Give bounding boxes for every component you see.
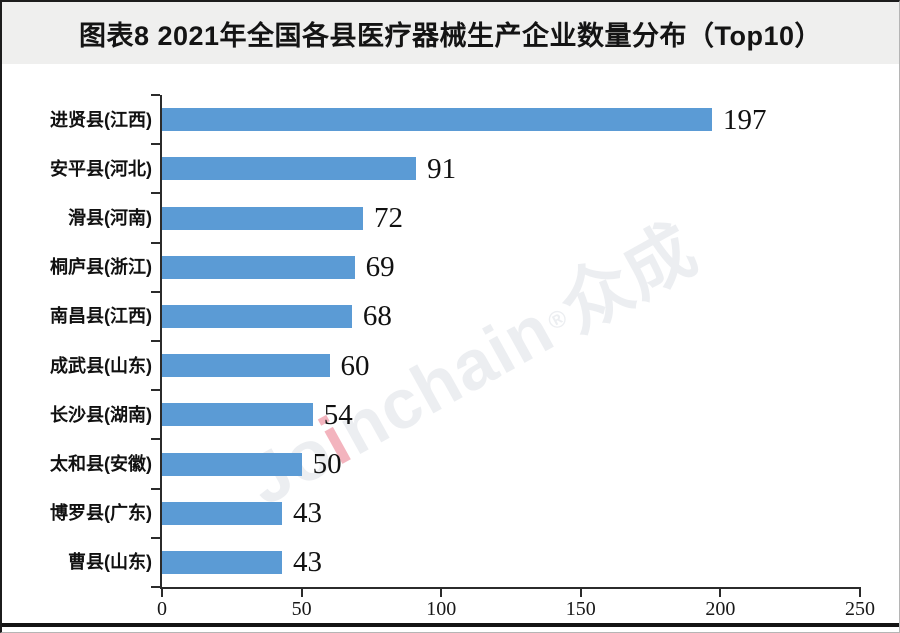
value-label: 43 bbox=[293, 497, 323, 530]
y-axis-tick bbox=[151, 143, 160, 146]
bar bbox=[162, 108, 713, 132]
category-label: 进贤县(江西) bbox=[50, 109, 152, 130]
bar bbox=[162, 157, 417, 181]
x-axis-line bbox=[160, 587, 861, 589]
bar bbox=[162, 255, 355, 279]
category-label: 太和县(安徽) bbox=[50, 454, 152, 474]
value-label: 54 bbox=[323, 398, 353, 431]
y-axis-line bbox=[160, 95, 162, 589]
category-label: 南昌县(江西) bbox=[50, 306, 152, 327]
x-axis-tick-label: 200 bbox=[705, 598, 736, 620]
category-label: 长沙县(湖南) bbox=[50, 404, 152, 425]
bar bbox=[162, 403, 313, 427]
value-label: 69 bbox=[365, 251, 395, 284]
title-band: 图表8 2021年全国各县医疗器械生产企业数量分布（Top10） bbox=[2, 2, 899, 64]
bar bbox=[162, 354, 330, 378]
x-axis-tick-label: 50 bbox=[291, 598, 312, 620]
x-axis-tick-label: 150 bbox=[565, 598, 596, 620]
category-label: 滑县(河南) bbox=[68, 208, 152, 228]
bar bbox=[162, 452, 302, 476]
y-axis-tick bbox=[151, 192, 160, 195]
x-axis-tick bbox=[300, 589, 303, 597]
bar bbox=[162, 304, 352, 328]
value-label: 68 bbox=[362, 300, 392, 333]
y-axis-tick bbox=[151, 438, 160, 441]
category-label: 成武县(山东) bbox=[50, 355, 152, 376]
bar bbox=[162, 501, 283, 525]
value-label: 197 bbox=[723, 103, 767, 136]
value-label: 60 bbox=[340, 349, 370, 382]
y-axis-tick bbox=[151, 94, 160, 96]
y-axis-tick bbox=[151, 536, 160, 539]
y-axis-tick bbox=[151, 487, 160, 490]
category-label: 安平县(河北) bbox=[50, 158, 152, 179]
y-axis-tick bbox=[151, 389, 160, 392]
bottom-divider bbox=[2, 623, 899, 627]
bar bbox=[162, 206, 364, 230]
category-label: 博罗县(广东) bbox=[50, 503, 152, 524]
value-label: 91 bbox=[427, 152, 457, 185]
bar bbox=[162, 550, 283, 574]
value-label: 50 bbox=[312, 448, 342, 480]
x-axis-tick-label: 250 bbox=[845, 598, 875, 620]
x-axis-tick bbox=[579, 589, 582, 597]
y-axis-tick bbox=[151, 586, 160, 588]
x-axis-tick-label: 100 bbox=[426, 598, 457, 620]
y-axis-tick bbox=[151, 290, 160, 293]
value-label: 72 bbox=[374, 202, 404, 234]
bar-chart: Joinchain®众成 050100150200250进贤县(江西)197安平… bbox=[2, 64, 899, 624]
y-axis-tick bbox=[151, 241, 160, 244]
x-axis-tick bbox=[440, 589, 443, 597]
category-label: 曹县(山东) bbox=[68, 552, 152, 573]
x-axis-tick-label: 0 bbox=[157, 598, 167, 620]
watermark-cjk: 众成 bbox=[546, 209, 709, 347]
category-label: 桐庐县(浙江) bbox=[50, 257, 152, 278]
x-axis-tick bbox=[859, 589, 861, 597]
x-axis-tick bbox=[161, 589, 163, 597]
x-axis-tick bbox=[719, 589, 722, 597]
value-label: 43 bbox=[293, 546, 323, 579]
chart-title: 图表8 2021年全国各县医疗器械生产企业数量分布（Top10） bbox=[78, 20, 823, 51]
y-axis-tick bbox=[151, 340, 160, 342]
